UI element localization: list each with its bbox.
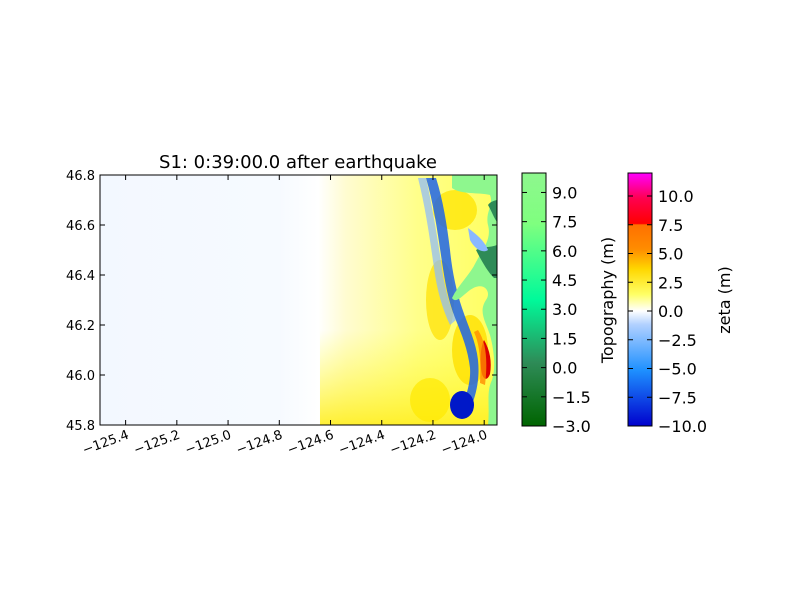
colorbar-tick-label: 7.5 [552, 213, 577, 232]
negative-wave-trough [426, 178, 479, 410]
colorbar-tick-label: −2.5 [658, 331, 697, 350]
bay-water [468, 228, 488, 252]
negative-wave-trough-edge [418, 178, 456, 325]
topography-colorbar-label: Topography (m) [598, 237, 617, 364]
colorbar-tick-label: 9.0 [552, 183, 577, 202]
x-tick-label: −125.2 [132, 428, 182, 459]
plot-frame [99, 174, 498, 426]
y-tick-label: 45.8 [66, 419, 95, 434]
y-tick-label: 46.4 [66, 269, 95, 284]
zeta-colorbar-label: zeta (m) [715, 266, 734, 333]
colorbar-tick-label: 2.5 [658, 273, 683, 292]
peak-elevation-halo [474, 330, 487, 385]
colorbar-tick-label: 4.5 [552, 271, 577, 290]
coastal-lowland [488, 200, 497, 222]
colorbar-tick-label: −5.0 [658, 360, 697, 379]
y-tick-label: 46.2 [66, 319, 95, 334]
chart-title: S1: 0:39:00.0 after earthquake [159, 152, 437, 173]
x-tick-label: −124.2 [388, 428, 438, 459]
x-tick-label: −124.4 [337, 428, 387, 459]
x-tick-label: −124.6 [286, 428, 336, 459]
colorbar-tick-label: −7.5 [658, 388, 697, 407]
colorbar-tick-label: −1.5 [552, 388, 591, 407]
wave-crest [410, 378, 450, 422]
colorbar-tick-label: 7.5 [658, 216, 683, 235]
deep-trough [450, 391, 474, 419]
topography-colorbar-ticks: 9.0 7.5 6.0 4.5 3.0 1.5 0.0 −1.5 −3.0 [522, 183, 591, 436]
colorbar-tick-label: −3.0 [552, 417, 591, 436]
zeta-colorbar-fill [627, 172, 653, 427]
colorbar-tick-label: 10.0 [658, 187, 694, 206]
topography-colorbar: 9.0 7.5 6.0 4.5 3.0 1.5 0.0 −1.5 −3.0 Topography… [521, 172, 617, 436]
topography-colorbar-fill [521, 172, 547, 427]
colorbar-tick-label: −10.0 [658, 417, 707, 436]
zeta-colorbar-ticks: 10.0 7.5 5.0 2.5 0.0 −2.5 −5.0 −7.5 −10.0 [628, 187, 707, 436]
y-tick-label: 46.6 [66, 219, 95, 234]
x-tick-label: −124.8 [234, 428, 284, 459]
colorbar-tick-label: 6.0 [552, 242, 577, 261]
colorbar-tick-label: 1.5 [552, 329, 577, 348]
y-tick-label: 46.8 [66, 169, 95, 184]
colorbar-tick-label: 0.0 [658, 302, 683, 321]
y-tick-label: 46.0 [66, 369, 95, 384]
plot-area [100, 175, 497, 425]
colorbar-tick-label: 5.0 [658, 245, 683, 264]
zeta-colorbar: 10.0 7.5 5.0 2.5 0.0 −2.5 −5.0 −7.5 −10.0 zeta (… [627, 172, 734, 436]
coastal-lowland [476, 245, 497, 278]
x-tick-label: −124.0 [439, 428, 489, 459]
colorbar-tick-label: 0.0 [552, 359, 577, 378]
colorbar-tick-label: 3.0 [552, 300, 577, 319]
y-axis: 45.8 46.0 46.2 46.4 46.6 46.8 [66, 169, 497, 434]
x-tick-label: −125.0 [183, 428, 233, 459]
coastal-land [452, 175, 497, 425]
